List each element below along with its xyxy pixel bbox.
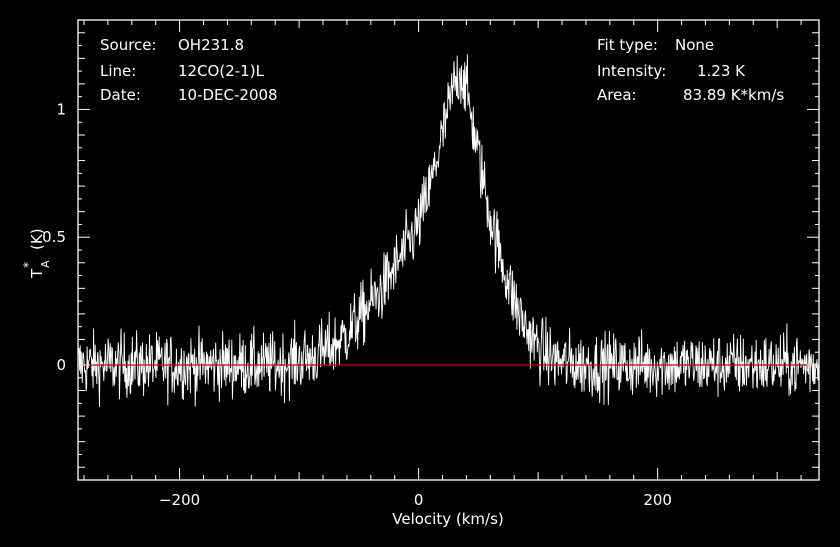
info-label-fit-type: Fit type: bbox=[597, 36, 658, 54]
info-label-date: Date: bbox=[100, 86, 141, 104]
y-axis-title-sup: * bbox=[21, 262, 35, 268]
info-value-intensity: 1.23 K bbox=[697, 62, 746, 80]
x-tick-label: 0 bbox=[414, 491, 424, 509]
info-value-area: 83.89 K*km/s bbox=[683, 86, 784, 104]
y-axis-title: T A * (K) bbox=[21, 228, 52, 279]
y-tick-label: 0.5 bbox=[42, 228, 66, 246]
info-label-source: Source: bbox=[100, 36, 157, 54]
y-tick-label: 1 bbox=[56, 100, 66, 118]
spectrum-line bbox=[77, 54, 820, 408]
info-label-intensity: Intensity: bbox=[597, 62, 666, 80]
y-axis-title-main: T bbox=[28, 268, 46, 279]
info-label-area: Area: bbox=[597, 86, 637, 104]
info-value-line: 12CO(2-1)L bbox=[178, 62, 265, 80]
info-value-fit-type: None bbox=[675, 36, 714, 54]
x-axis-title: Velocity (km/s) bbox=[392, 510, 503, 528]
y-axis-title-sub: A bbox=[39, 260, 52, 268]
y-tick-label: 0 bbox=[56, 356, 66, 374]
x-tick-label: −200 bbox=[159, 491, 200, 509]
info-value-date: 10-DEC-2008 bbox=[178, 86, 278, 104]
info-label-line: Line: bbox=[100, 62, 136, 80]
y-axis-title-unit: (K) bbox=[28, 228, 46, 250]
spectrum-layer bbox=[77, 54, 820, 408]
info-value-source: OH231.8 bbox=[178, 36, 244, 54]
x-tick-label: 200 bbox=[643, 491, 672, 509]
ticks-layer: −200 0 200 0 0.5 1 bbox=[42, 20, 819, 509]
